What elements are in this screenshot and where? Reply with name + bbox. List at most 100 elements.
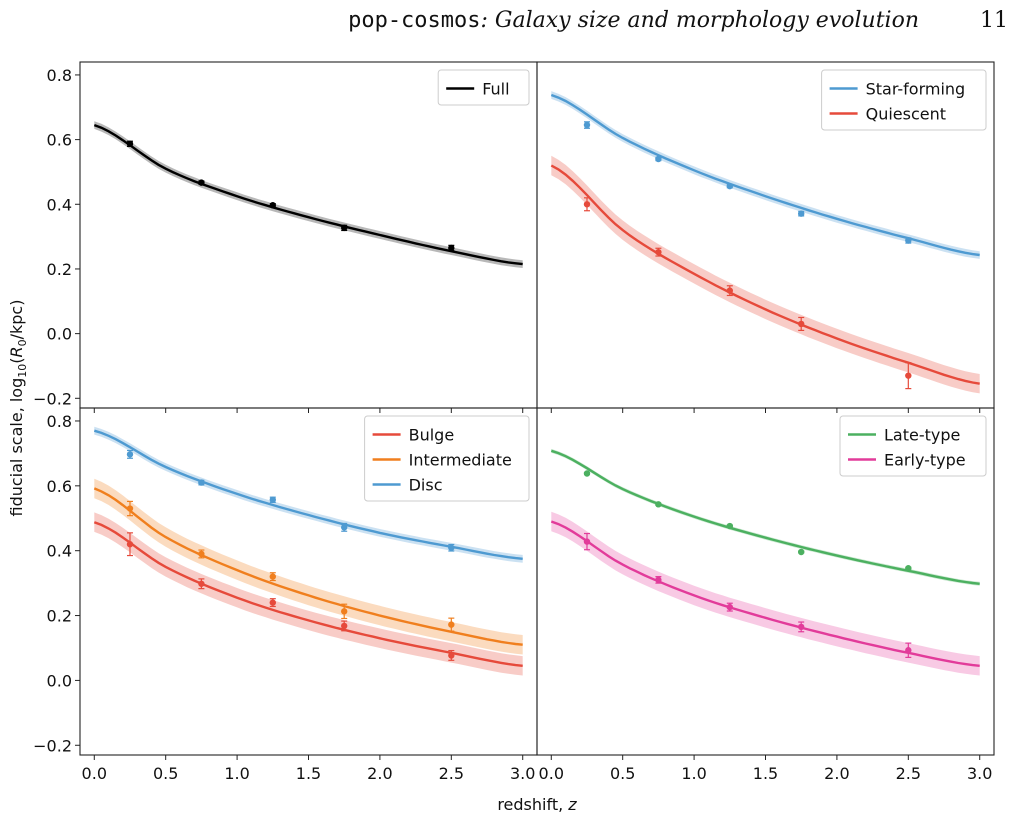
y-tick-label: 0.4 bbox=[47, 542, 72, 561]
running-title-rest: : Galaxy size and morphology evolution bbox=[480, 8, 919, 33]
panel-top-left: −0.2 0.0 0.2 0.4 0.6 0.8 Full bbox=[33, 61, 538, 413]
data-point bbox=[798, 210, 805, 217]
y-tick-label: 0.2 bbox=[47, 260, 72, 279]
fit-line bbox=[550, 520, 980, 667]
x-tick-label: 1.5 bbox=[753, 764, 778, 783]
series-disc bbox=[93, 426, 523, 563]
legend-entry: Star-forming bbox=[866, 80, 966, 99]
data-point bbox=[655, 576, 662, 584]
data-point bbox=[198, 550, 205, 558]
x-tick-label: 0.0 bbox=[539, 764, 564, 783]
series-early-type bbox=[550, 511, 980, 676]
x-tick-label: 3.0 bbox=[510, 764, 535, 783]
data-point bbox=[726, 603, 733, 611]
x-tick-label: 2.0 bbox=[824, 764, 849, 783]
data-point bbox=[341, 524, 348, 531]
data-point bbox=[448, 621, 455, 628]
data-point bbox=[269, 496, 276, 503]
legend-entry: Quiescent bbox=[866, 105, 946, 124]
x-tick-label: 1.5 bbox=[296, 764, 321, 783]
data-point bbox=[583, 201, 591, 208]
data-point bbox=[798, 623, 805, 631]
data-point bbox=[905, 237, 912, 244]
page-header: pop-cosmos: Galaxy size and morphology e… bbox=[0, 0, 1014, 50]
x-tick-label: 3.0 bbox=[967, 764, 992, 783]
confidence-band bbox=[551, 155, 980, 394]
y-tick-label: 0.0 bbox=[47, 671, 72, 690]
legend-entry: Late-type bbox=[884, 426, 960, 445]
data-point bbox=[126, 451, 134, 458]
legend-box bbox=[437, 69, 530, 106]
x-tick-label: 0.5 bbox=[610, 764, 635, 783]
data-point bbox=[341, 608, 348, 615]
y-tick-label: 0.8 bbox=[47, 66, 72, 85]
fit-line bbox=[93, 487, 523, 646]
data-point bbox=[126, 541, 134, 548]
data-point bbox=[905, 372, 912, 379]
x-tick-label: 0.0 bbox=[82, 764, 107, 783]
data-point bbox=[655, 155, 662, 163]
legend-box bbox=[839, 415, 987, 477]
legend: Star-forming Quiescent bbox=[821, 69, 987, 131]
fit-line bbox=[93, 123, 523, 266]
data-point bbox=[198, 580, 205, 587]
data-point bbox=[448, 544, 455, 551]
data-point bbox=[126, 140, 134, 148]
data-point bbox=[726, 182, 733, 190]
series-quiescent bbox=[550, 155, 980, 394]
x-axis-title: redshift, z bbox=[497, 795, 577, 814]
page-number: 11 bbox=[980, 8, 1008, 33]
y-tick-label: 0.0 bbox=[47, 325, 72, 344]
x-tick-label: 1.0 bbox=[224, 764, 249, 783]
data-point bbox=[448, 244, 455, 252]
panel-top-right: Star-forming Quiescent bbox=[536, 61, 995, 413]
running-title-mono: pop-cosmos bbox=[348, 8, 481, 33]
data-point bbox=[198, 179, 205, 186]
panel-bottom-right: 0.0 0.5 1.0 1.5 2.0 2.5 3.0 Late-type Early-type bbox=[536, 407, 995, 783]
y-tick-label: 0.6 bbox=[47, 477, 72, 496]
y-axis-title: fiducial scale, log10(R0/kpc) bbox=[7, 300, 29, 517]
data-point bbox=[655, 248, 662, 256]
confidence-band bbox=[94, 121, 523, 268]
series-star-forming bbox=[550, 91, 980, 259]
data-point bbox=[269, 599, 276, 606]
x-tick-label: 1.0 bbox=[681, 764, 706, 783]
running-title: pop-cosmos: Galaxy size and morphology e… bbox=[348, 8, 919, 33]
legend-entry: Disc bbox=[409, 476, 443, 495]
panels-layer: −0.2 0.0 0.2 0.4 0.6 0.8 Full Star-forming Quies… bbox=[33, 61, 995, 783]
legend-entry: Early-type bbox=[884, 451, 966, 470]
legend: Full bbox=[437, 69, 530, 106]
legend-entry: Intermediate bbox=[409, 451, 512, 470]
data-point bbox=[905, 647, 912, 654]
legend-box bbox=[364, 415, 530, 502]
data-point bbox=[905, 565, 912, 572]
series-intermediate bbox=[93, 478, 523, 655]
data-point bbox=[269, 202, 276, 209]
y-tick-label: −0.2 bbox=[33, 389, 72, 408]
data-point bbox=[583, 538, 591, 545]
series-late-type bbox=[550, 448, 980, 586]
x-tick-label: 0.5 bbox=[153, 764, 178, 783]
series-full bbox=[93, 121, 523, 268]
y-tick-label: 0.4 bbox=[47, 195, 72, 214]
legend-entry: Bulge bbox=[409, 426, 455, 445]
confidence-band bbox=[551, 91, 980, 259]
y-tick-label: 0.8 bbox=[47, 412, 72, 431]
data-point bbox=[269, 573, 276, 580]
legend: Late-type Early-type bbox=[839, 415, 987, 477]
data-point bbox=[341, 622, 348, 630]
data-point bbox=[583, 470, 591, 477]
x-tick-label: 2.5 bbox=[896, 764, 921, 783]
panel-frame bbox=[79, 61, 538, 409]
legend: Bulge Intermediate Disc bbox=[364, 415, 530, 502]
confidence-band bbox=[94, 426, 523, 563]
data-point bbox=[126, 505, 134, 512]
data-point bbox=[448, 652, 455, 659]
series-bulge bbox=[93, 512, 523, 676]
data-point bbox=[655, 501, 662, 508]
y-tick-label: −0.2 bbox=[33, 736, 72, 755]
data-point bbox=[798, 548, 805, 556]
data-point bbox=[726, 522, 733, 530]
y-tick-label: 0.2 bbox=[47, 607, 72, 626]
